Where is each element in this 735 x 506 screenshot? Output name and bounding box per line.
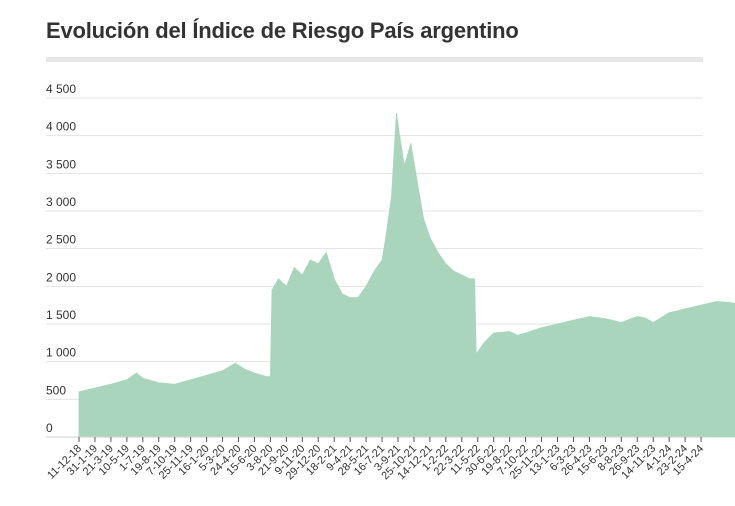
chart-title: Evolución del Índice de Riesgo País arge… [46,18,519,43]
title-divider [46,57,703,62]
y-tick-label: 3 500 [46,157,76,171]
y-tick-label: 3 000 [46,195,76,209]
y-tick-label: 0 [46,421,53,435]
area-series-0 [78,113,735,438]
y-tick-label: 2 500 [46,233,76,247]
y-tick-label: 2 000 [46,270,76,284]
y-tick-label: 500 [46,383,66,397]
y-tick-label: 1 000 [46,346,76,360]
y-tick-label: 4 500 [46,82,76,96]
y-tick-label: 1 500 [46,308,76,322]
y-tick-label: 4 000 [46,120,76,134]
